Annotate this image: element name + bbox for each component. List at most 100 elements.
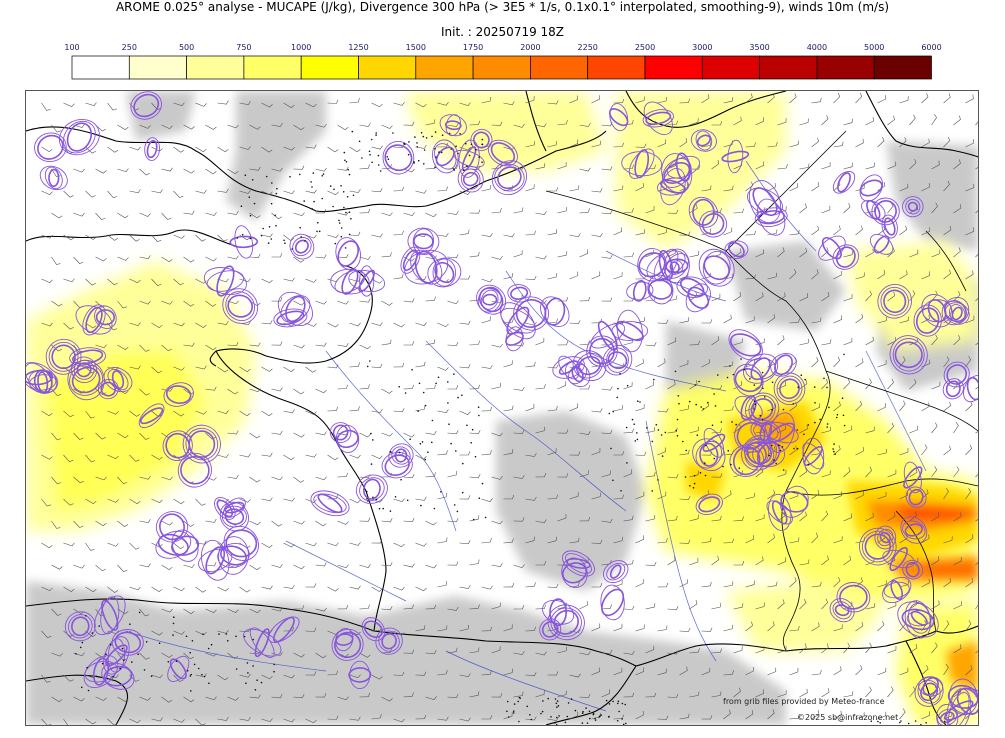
precip-dot	[814, 402, 816, 404]
divergence-contour	[685, 283, 711, 313]
wind-barb	[535, 211, 547, 216]
precip-dot	[260, 234, 263, 237]
divergence-contour	[702, 433, 726, 452]
divergence-contour	[337, 240, 359, 267]
precip-dot	[540, 712, 542, 715]
wind-barb	[953, 601, 962, 610]
precip-dot	[713, 457, 716, 460]
wind-barb	[789, 667, 799, 676]
wind-barb	[491, 432, 503, 437]
wind-barb	[437, 492, 448, 500]
divergence-contour	[198, 548, 233, 573]
divergence-contour	[432, 258, 457, 287]
wind-barb	[557, 251, 568, 258]
wind-barb	[371, 408, 383, 413]
precip-dot	[726, 376, 729, 379]
wind-barb	[107, 190, 118, 199]
precip-dot	[704, 474, 707, 477]
colorbar-swatch	[358, 55, 417, 80]
wind-barb	[283, 366, 295, 372]
divergence-contour	[539, 618, 562, 641]
precip-dot	[529, 714, 531, 716]
precip-dot	[322, 173, 325, 175]
precip-dot	[252, 665, 254, 667]
divergence-contour	[146, 140, 158, 159]
wind-barb	[95, 696, 107, 701]
wind-barb	[173, 410, 185, 417]
wind-barb	[173, 146, 185, 153]
wind-barb	[151, 189, 163, 194]
wind-barb	[63, 234, 75, 241]
wind-barb	[305, 102, 317, 108]
wind-barb	[723, 670, 734, 676]
wind-barb	[635, 96, 645, 104]
wind-barb	[315, 607, 327, 612]
wind-barb	[393, 718, 405, 723]
precip-dot	[554, 698, 557, 700]
wind-barb	[129, 322, 141, 327]
precip-dot	[617, 702, 619, 705]
wind-barb	[381, 212, 393, 217]
precip-dot	[555, 702, 558, 705]
divergence-contour	[63, 120, 96, 154]
divergence-contour	[182, 424, 221, 464]
wind-barb	[481, 406, 493, 412]
divergence-contour	[692, 438, 726, 472]
divergence-contour	[779, 378, 800, 400]
wind-barb	[591, 95, 600, 104]
divergence-contour	[227, 294, 254, 318]
wind-barb	[547, 671, 559, 676]
wind-barb	[73, 432, 84, 440]
divergence-contour	[821, 236, 842, 260]
divergence-contour	[177, 452, 212, 488]
wind-barb	[689, 557, 699, 566]
wind-barb	[491, 121, 503, 126]
wind-barb	[535, 519, 547, 524]
wind-barb	[569, 581, 580, 588]
wind-barb	[601, 689, 611, 698]
wind-barb	[95, 124, 106, 132]
divergence-contour	[945, 380, 961, 398]
divergence-contour	[675, 152, 691, 182]
wind-barb	[865, 466, 872, 478]
wind-barb	[535, 163, 546, 170]
wind-barb	[51, 300, 63, 307]
wind-barb	[469, 647, 480, 654]
wind-barb	[151, 498, 163, 503]
wind-barb	[51, 652, 63, 657]
wind-barb	[327, 190, 339, 196]
divergence-contour	[941, 296, 970, 326]
wind-barb	[723, 227, 733, 236]
divergence-contour	[871, 197, 900, 226]
wind-barb	[833, 666, 842, 676]
wind-barb	[337, 211, 349, 216]
wind-barb	[799, 424, 808, 434]
wind-barb	[623, 515, 634, 522]
wind-barb	[909, 158, 917, 170]
wind-barb	[601, 429, 613, 434]
wind-barb	[139, 300, 151, 305]
precip-dot	[512, 712, 515, 714]
wind-barb	[73, 168, 85, 173]
wind-barb	[437, 232, 449, 237]
wind-barb	[481, 498, 493, 502]
precip-dot	[372, 439, 374, 441]
divergence-contour	[276, 310, 305, 326]
wind-barb	[425, 604, 436, 610]
wind-barb	[667, 209, 679, 214]
wind-barb	[513, 429, 525, 434]
wind-barb	[877, 667, 887, 676]
divergence-contour	[916, 307, 940, 334]
wind-barb	[855, 225, 863, 236]
precip-dot	[434, 148, 436, 150]
divergence-contour	[951, 688, 978, 715]
wind-barb	[239, 190, 251, 194]
divergence-contour	[382, 140, 415, 175]
precip-dot	[423, 163, 425, 165]
wind-barb	[437, 409, 449, 414]
wind-barb	[459, 275, 471, 280]
precip-dot	[86, 666, 88, 669]
wind-barb	[579, 600, 588, 610]
wind-barb	[349, 674, 361, 679]
precip-dot	[389, 510, 392, 512]
